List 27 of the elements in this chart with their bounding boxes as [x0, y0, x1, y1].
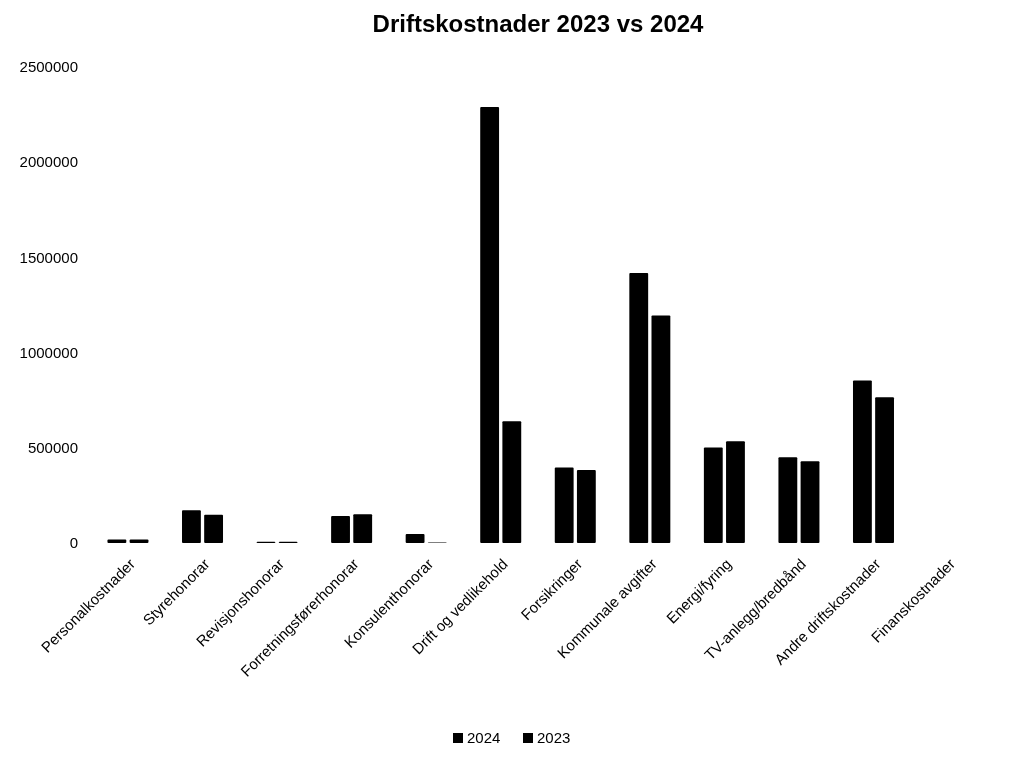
- legend-label: 2023: [537, 729, 571, 746]
- bar: [651, 315, 671, 543]
- bar: [726, 441, 745, 543]
- bar: [778, 457, 798, 543]
- y-tick-label: 500000: [27, 439, 78, 457]
- chart-title: Driftskostnader 2023 vs 2024: [372, 10, 705, 37]
- y-tick-label: 2000000: [19, 153, 78, 171]
- bar: [182, 510, 201, 543]
- bar: [204, 514, 224, 543]
- bar: [107, 539, 127, 543]
- bar: [331, 515, 350, 543]
- bar: [554, 467, 574, 543]
- bar: [353, 514, 373, 543]
- legend-label: 2024: [467, 729, 501, 746]
- bar: [852, 380, 872, 543]
- bar: [502, 421, 522, 543]
- bar: [405, 534, 425, 543]
- y-tick-label: 2500000: [19, 58, 78, 76]
- bar: [800, 461, 820, 543]
- bar: [576, 470, 596, 543]
- bar: [629, 273, 649, 543]
- bar: [875, 397, 894, 543]
- y-tick-label: 0: [69, 534, 78, 552]
- y-tick-label: 1500000: [19, 248, 78, 266]
- y-tick-label: 1000000: [19, 343, 78, 361]
- bar: [480, 106, 500, 543]
- bar: [703, 447, 723, 543]
